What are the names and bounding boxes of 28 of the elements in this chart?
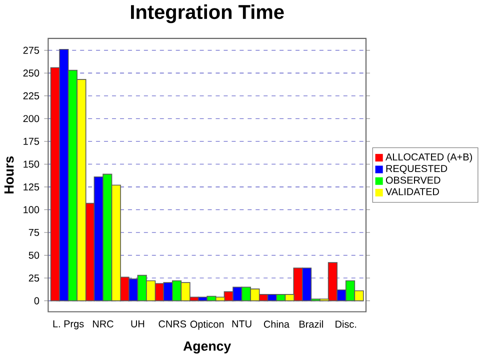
y-tick-label: 50 — [28, 252, 40, 259]
y-tick-label: 75 — [28, 229, 40, 236]
y-tick-label: 125 — [24, 183, 40, 191]
y-tick-label: 200 — [23, 115, 40, 122]
y-tick-label: 175 — [24, 138, 40, 145]
x-tick-label: Brazil — [300, 320, 323, 328]
y-tick-label: 100 — [24, 206, 40, 214]
y-tick-label: 150 — [24, 160, 40, 168]
x-tick-label: Disc. — [336, 320, 356, 328]
y-tick-label: 250 — [23, 70, 40, 77]
y-tick-label: 225 — [23, 92, 40, 100]
legend-label: REQUESTED — [386, 165, 448, 174]
y-tick-label: 25 — [28, 274, 40, 282]
x-tick-label: China — [264, 320, 290, 328]
chart-title: Integration Time — [131, 4, 284, 24]
y-tick-label: 275 — [23, 46, 40, 54]
x-tick-label: NTU — [232, 320, 252, 328]
y-axis-title: Hours — [4, 156, 14, 194]
x-tick-label: CNRS — [158, 320, 186, 328]
x-axis-title: Agency — [183, 342, 232, 354]
legend-label: ALLOCATED (A+B) — [386, 153, 472, 162]
legend-label: VALIDATED — [386, 188, 439, 196]
x-tick-label: UH — [131, 320, 144, 328]
legend-label: OBSERVED — [386, 176, 440, 184]
x-tick-label: NRC — [93, 320, 114, 328]
y-tick-label: 0 — [34, 297, 40, 304]
x-tick-label: Opticon — [190, 320, 224, 330]
x-tick-label: L. Prgs — [53, 320, 84, 330]
